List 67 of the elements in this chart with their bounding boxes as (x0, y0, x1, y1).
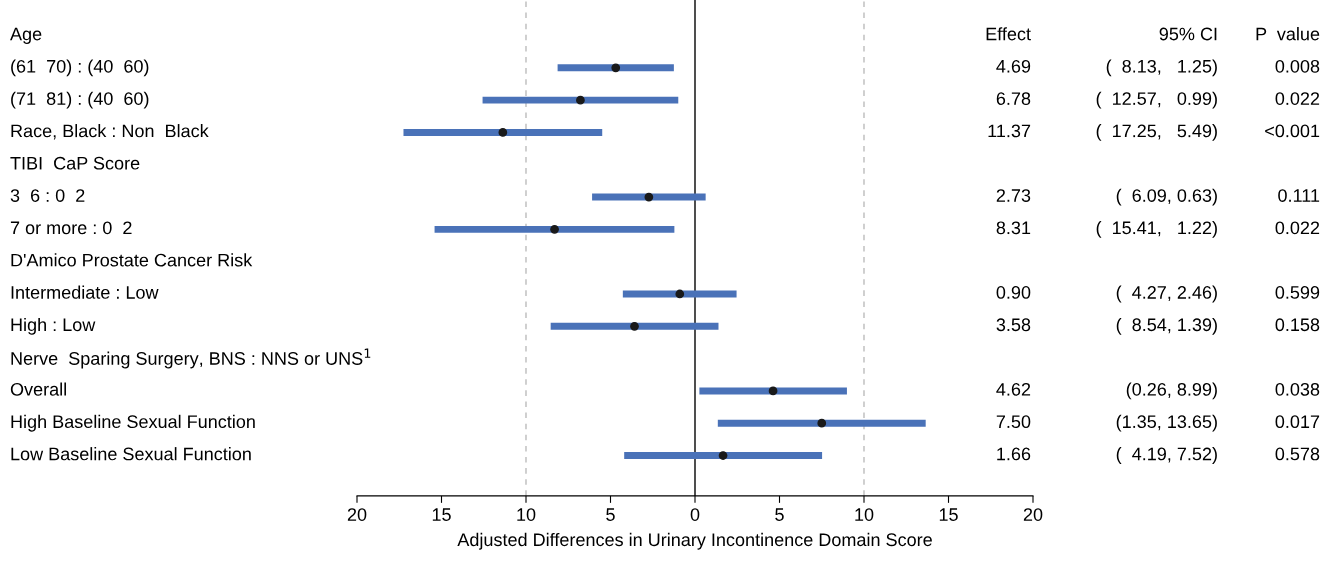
text: 0.038 (1275, 382, 1320, 396)
text: 0.111 (1278, 189, 1320, 202)
text: 0.017 (1275, 415, 1320, 429)
y-tick-label: High Baseline Sexual Function (11, 414, 255, 432)
point (768, 386, 778, 396)
text: 0.599 (1275, 286, 1320, 299)
text: ( 17.25, 5.49) (1096, 124, 1217, 141)
y-tick-label: Intermediate : Low (11, 285, 159, 299)
x-tick-label: 15 (432, 508, 451, 521)
y-tick-label: (61 70) : (40 60) (11, 59, 149, 77)
text: ( 4.19, 7.52) (1116, 447, 1217, 464)
annotation: 2.73 (996, 189, 1031, 202)
annotation: 7.50 (996, 415, 1031, 429)
text: 95% CI (1159, 27, 1217, 41)
y-tick-label: Nerve Sparing Surgery, BNS : NNS or UNS$^{1}$ (11, 348, 371, 369)
x-tick-label: 10 (517, 508, 536, 521)
text: ( 8.13, 1.25) (1106, 59, 1217, 77)
point (644, 192, 654, 202)
annotation: 0.90 (996, 286, 1031, 299)
text: 0.158 (1275, 318, 1320, 332)
x-tick-label: 10 (855, 508, 874, 521)
text: P value (1256, 27, 1320, 41)
text: ( 8.54, 1.39) (1116, 317, 1217, 335)
annotation: 4.69 (996, 59, 1031, 73)
y-tick-label: High : Low (11, 317, 96, 335)
point (576, 95, 585, 105)
text: 0.022 (1275, 221, 1320, 235)
point (550, 225, 559, 234)
y-tick-label: Low Baseline Sexual Function (11, 447, 251, 461)
y-tick-label: D'Amico Prostate Cancer Risk (11, 253, 253, 267)
y-tick-label: 3 6 : 0 2 (10, 189, 85, 202)
annotation: Effect (986, 27, 1031, 41)
annotation: 4.62 (996, 382, 1031, 396)
y-tick-label: Race, Black : Non Black (11, 124, 209, 140)
text: <0.001 (1265, 124, 1320, 138)
text: ( 15.41, 1.22) (1096, 220, 1217, 238)
text: ( 12.57, 0.99) (1096, 91, 1217, 109)
x-tick-label: 5 (775, 508, 784, 521)
x-tick-label: 20 (347, 508, 367, 521)
annotation: 8.31 (996, 221, 1031, 235)
text: ( 4.27, 2.46) (1116, 285, 1217, 303)
y-tick-label: (71 81) : (40 60) (11, 91, 149, 109)
annotation: 11.37 (988, 124, 1031, 138)
point (611, 63, 621, 73)
text: 0.008 (1275, 59, 1320, 73)
x-tick-label: 5 (606, 508, 615, 521)
y-tick-label: 7 or more : 0 2 (10, 221, 132, 235)
text: ( 6.09, 0.63) (1116, 188, 1217, 206)
point (498, 128, 508, 137)
annotation: 6.78 (996, 92, 1031, 105)
y-tick-label: TIBI CaP Score (10, 156, 140, 170)
x-tick-label: 15 (939, 508, 958, 521)
x-tick-label: 0 (690, 508, 700, 521)
y-tick-label: Age (10, 27, 42, 44)
text: (0.26, 8.99) (1126, 382, 1217, 400)
x-axis-title: Adjusted Differences in Urinary Incontinence Domain Score (457, 532, 932, 550)
point (630, 321, 639, 331)
annotation: 3.58 (996, 318, 1031, 332)
point (675, 289, 685, 299)
point (718, 451, 728, 460)
x-tick-label: 20 (1023, 508, 1043, 521)
annotation: 1.66 (997, 447, 1031, 461)
text: (1.35, 13.65) (1116, 414, 1217, 432)
text: 0.578 (1275, 447, 1320, 461)
point (817, 418, 827, 428)
y-tick-label: Overall (10, 382, 66, 396)
text: 0.022 (1275, 92, 1320, 105)
